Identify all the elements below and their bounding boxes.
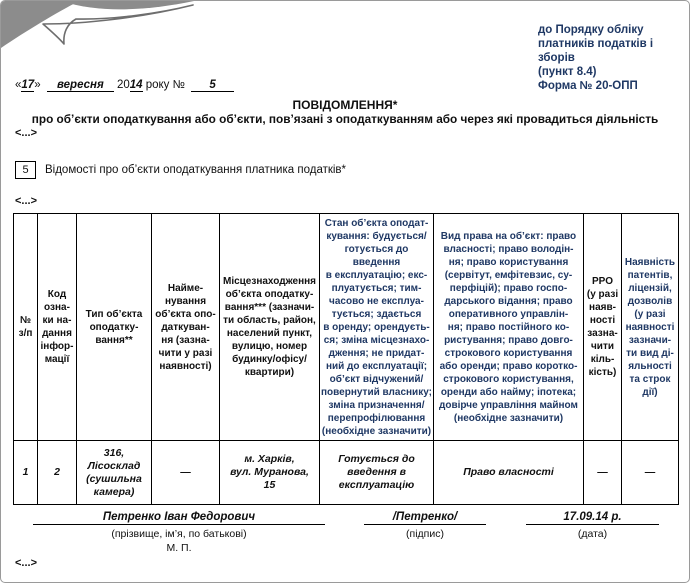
signature-value: /Петренко/ [364,511,486,525]
close-quote: » [34,79,41,91]
document-number: 5 [191,79,234,92]
cell-object-name: — [152,441,220,505]
year-prefix: 20 [116,79,130,91]
section-label: Відомості про об’єкти оподаткування плат… [45,164,347,176]
col-header-info-code: Код озна- ки на- дання інфор- мації [38,214,77,441]
cell-permits: — [622,441,679,505]
form-reference-block: до Порядку обліку платників податків і з… [538,23,688,93]
signatory-name: Петренко Іван Федорович [33,511,325,525]
page-curl-icon [1,1,194,48]
cell-rro: — [584,441,622,505]
col-header-right-type: Вид права на об’єкт: право власності; пр… [434,214,584,441]
omitted-text-mark-bottom: <...> [15,557,38,569]
date-month: вересня [47,79,114,92]
cell-number: 1 [14,441,38,505]
objects-table: № з/п Код озна- ки на- дання інфор- маці… [13,213,679,505]
cell-state: Готується до введення в експлуатацію [320,441,434,505]
ref-line: Форма № 20-ОПП [538,80,638,92]
signature-date: 17.09.14 р. [526,511,659,525]
document-date-line: «17» вересня 2014 року № 5 [15,79,234,92]
year-suffix: 14 [129,79,143,92]
signature-caption: (підпис) [406,528,444,540]
page-subtitle: про об’єкти оподаткування або об’єкти, п… [31,112,659,126]
page-title: ПОВІДОМЛЕННЯ* [292,98,398,112]
cell-object-type: 316, Лісосклад (сушильна камера) [77,441,152,505]
section-row: 5 Відомості про об’єкти оподаткування пл… [15,161,346,179]
open-quote: « [15,79,22,91]
date-day: 17 [21,79,35,92]
ref-line: платників податків і зборів [538,38,654,64]
col-header-location: Місцезнаходження об’єкта оподатку- вання… [220,214,320,441]
cell-location: м. Харків, вул. Муранова, 15 [220,441,320,505]
signatory-name-caption: (прізвище, ім’я, по батькові) [111,528,247,540]
cell-right-type: Право власності [434,441,584,505]
ref-line: (пункт 8.4) [538,66,597,78]
signature-date-caption: (дата) [577,528,608,540]
col-header-object-type: Тип об’єкта оподатку- вання** [77,214,152,441]
col-header-state: Стан об’єкта оподат- кування: будується/… [320,214,434,441]
omitted-text-mark-top: <...> [15,127,38,139]
ref-line: до Порядку обліку [538,24,644,36]
col-header-rro: РРО (у разі наяв- ності зазна- чити кіль… [584,214,622,441]
col-header-number: № з/п [14,214,38,441]
section-number-box: 5 [15,161,36,179]
omitted-text-mark-mid: <...> [15,195,38,207]
col-header-object-name: Найме- нування об’єкта опо- даткуван- ня… [152,214,220,441]
stamp-place-label: М. П. [166,542,192,554]
col-header-permits: Наявність патентів, ліцензій, дозволів (… [622,214,679,441]
table-header-row: № з/п Код озна- ки на- дання інфор- маці… [14,214,679,441]
year-word: року № [145,79,185,91]
cell-info-code: 2 [38,441,77,505]
table-row: 1 2 316, Лісосклад (сушильна камера) — м… [14,441,679,505]
